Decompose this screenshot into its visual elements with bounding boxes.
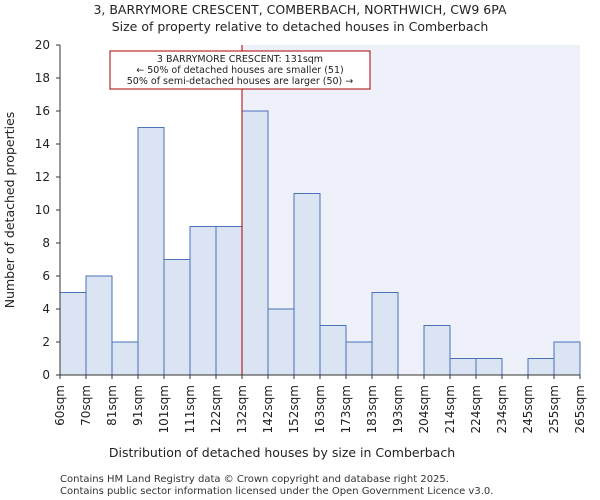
x-tick-label-193sqm: 193sqm: [391, 385, 405, 433]
y-tick-label: 10: [35, 203, 50, 217]
bar-122sqm: [215, 226, 243, 376]
y-tick-label: 8: [42, 236, 50, 250]
x-tick-label-214sqm: 214sqm: [443, 385, 457, 433]
y-tick-label: 0: [42, 368, 50, 382]
y-axis-label: Number of detached properties: [2, 112, 17, 309]
x-tick-label-224sqm: 224sqm: [469, 385, 483, 433]
bar-255sqm: [553, 341, 581, 376]
y-tick-label: 20: [35, 38, 50, 52]
bar-214sqm: [449, 358, 477, 376]
bar-101sqm: [163, 259, 191, 376]
x-tick-label-265sqm: 265sqm: [573, 385, 587, 433]
x-tick-label-234sqm: 234sqm: [495, 385, 509, 433]
x-tick-label-245sqm: 245sqm: [521, 385, 535, 433]
y-tick-label: 12: [35, 170, 50, 184]
bar-111sqm: [189, 226, 217, 376]
x-tick-label-142sqm: 142sqm: [261, 385, 275, 433]
bar-152sqm: [293, 193, 321, 376]
x-tick-label-152sqm: 152sqm: [287, 385, 301, 433]
x-tick-label-255sqm: 255sqm: [547, 385, 561, 433]
x-tick-label-101sqm: 101sqm: [157, 385, 171, 433]
y-tick-label: 4: [42, 302, 50, 316]
x-tick-label-81sqm: 81sqm: [105, 385, 119, 426]
bar-70sqm: [85, 275, 113, 376]
bar-60sqm: [59, 292, 87, 376]
annotation-box: 3 BARRYMORE CRESCENT: 131sqm ← 50% of de…: [109, 50, 371, 90]
bar-173sqm: [345, 341, 373, 376]
footer-line-1: Contains HM Land Registry data © Crown c…: [60, 474, 449, 485]
x-tick-label-70sqm: 70sqm: [79, 385, 93, 426]
bar-204sqm: [423, 325, 451, 376]
bar-142sqm: [267, 308, 295, 376]
bar-132sqm: [241, 110, 269, 376]
x-tick-label-60sqm: 60sqm: [53, 385, 67, 426]
y-tick-label: 2: [42, 335, 50, 349]
x-axis-label: Distribution of detached houses by size …: [109, 445, 455, 460]
bar-224sqm: [475, 358, 503, 376]
bar-91sqm: [137, 127, 165, 376]
annotation-line-1: 3 BARRYMORE CRESCENT: 131sqm: [157, 54, 323, 65]
x-tick-label-91sqm: 91sqm: [131, 385, 145, 426]
y-tick-label: 14: [35, 137, 50, 151]
x-tick-label-183sqm: 183sqm: [365, 385, 379, 433]
annotation-line-2: ← 50% of detached houses are smaller (51…: [136, 65, 343, 76]
y-tick-label: 6: [42, 269, 50, 283]
chart-title: 3, BARRYMORE CRESCENT, COMBERBACH, NORTH…: [93, 2, 507, 17]
chart-subtitle: Size of property relative to detached ho…: [112, 19, 489, 34]
footer-line-2: Contains public sector information licen…: [60, 486, 493, 497]
x-tick-label-122sqm: 122sqm: [209, 385, 223, 433]
x-tick-label-132sqm: 132sqm: [235, 385, 249, 433]
x-tick-label-204sqm: 204sqm: [417, 385, 431, 433]
bar-81sqm: [111, 341, 139, 376]
y-tick-label: 18: [35, 71, 50, 85]
y-tick-label: 16: [35, 104, 50, 118]
x-tick-label-111sqm: 111sqm: [183, 385, 197, 433]
bar-183sqm: [371, 292, 399, 376]
x-tick-label-163sqm: 163sqm: [313, 385, 327, 433]
bar-245sqm: [527, 358, 555, 376]
annotation-line-3: 50% of semi-detached houses are larger (…: [127, 76, 354, 87]
x-tick-label-173sqm: 173sqm: [339, 385, 353, 433]
bar-163sqm: [319, 325, 347, 376]
